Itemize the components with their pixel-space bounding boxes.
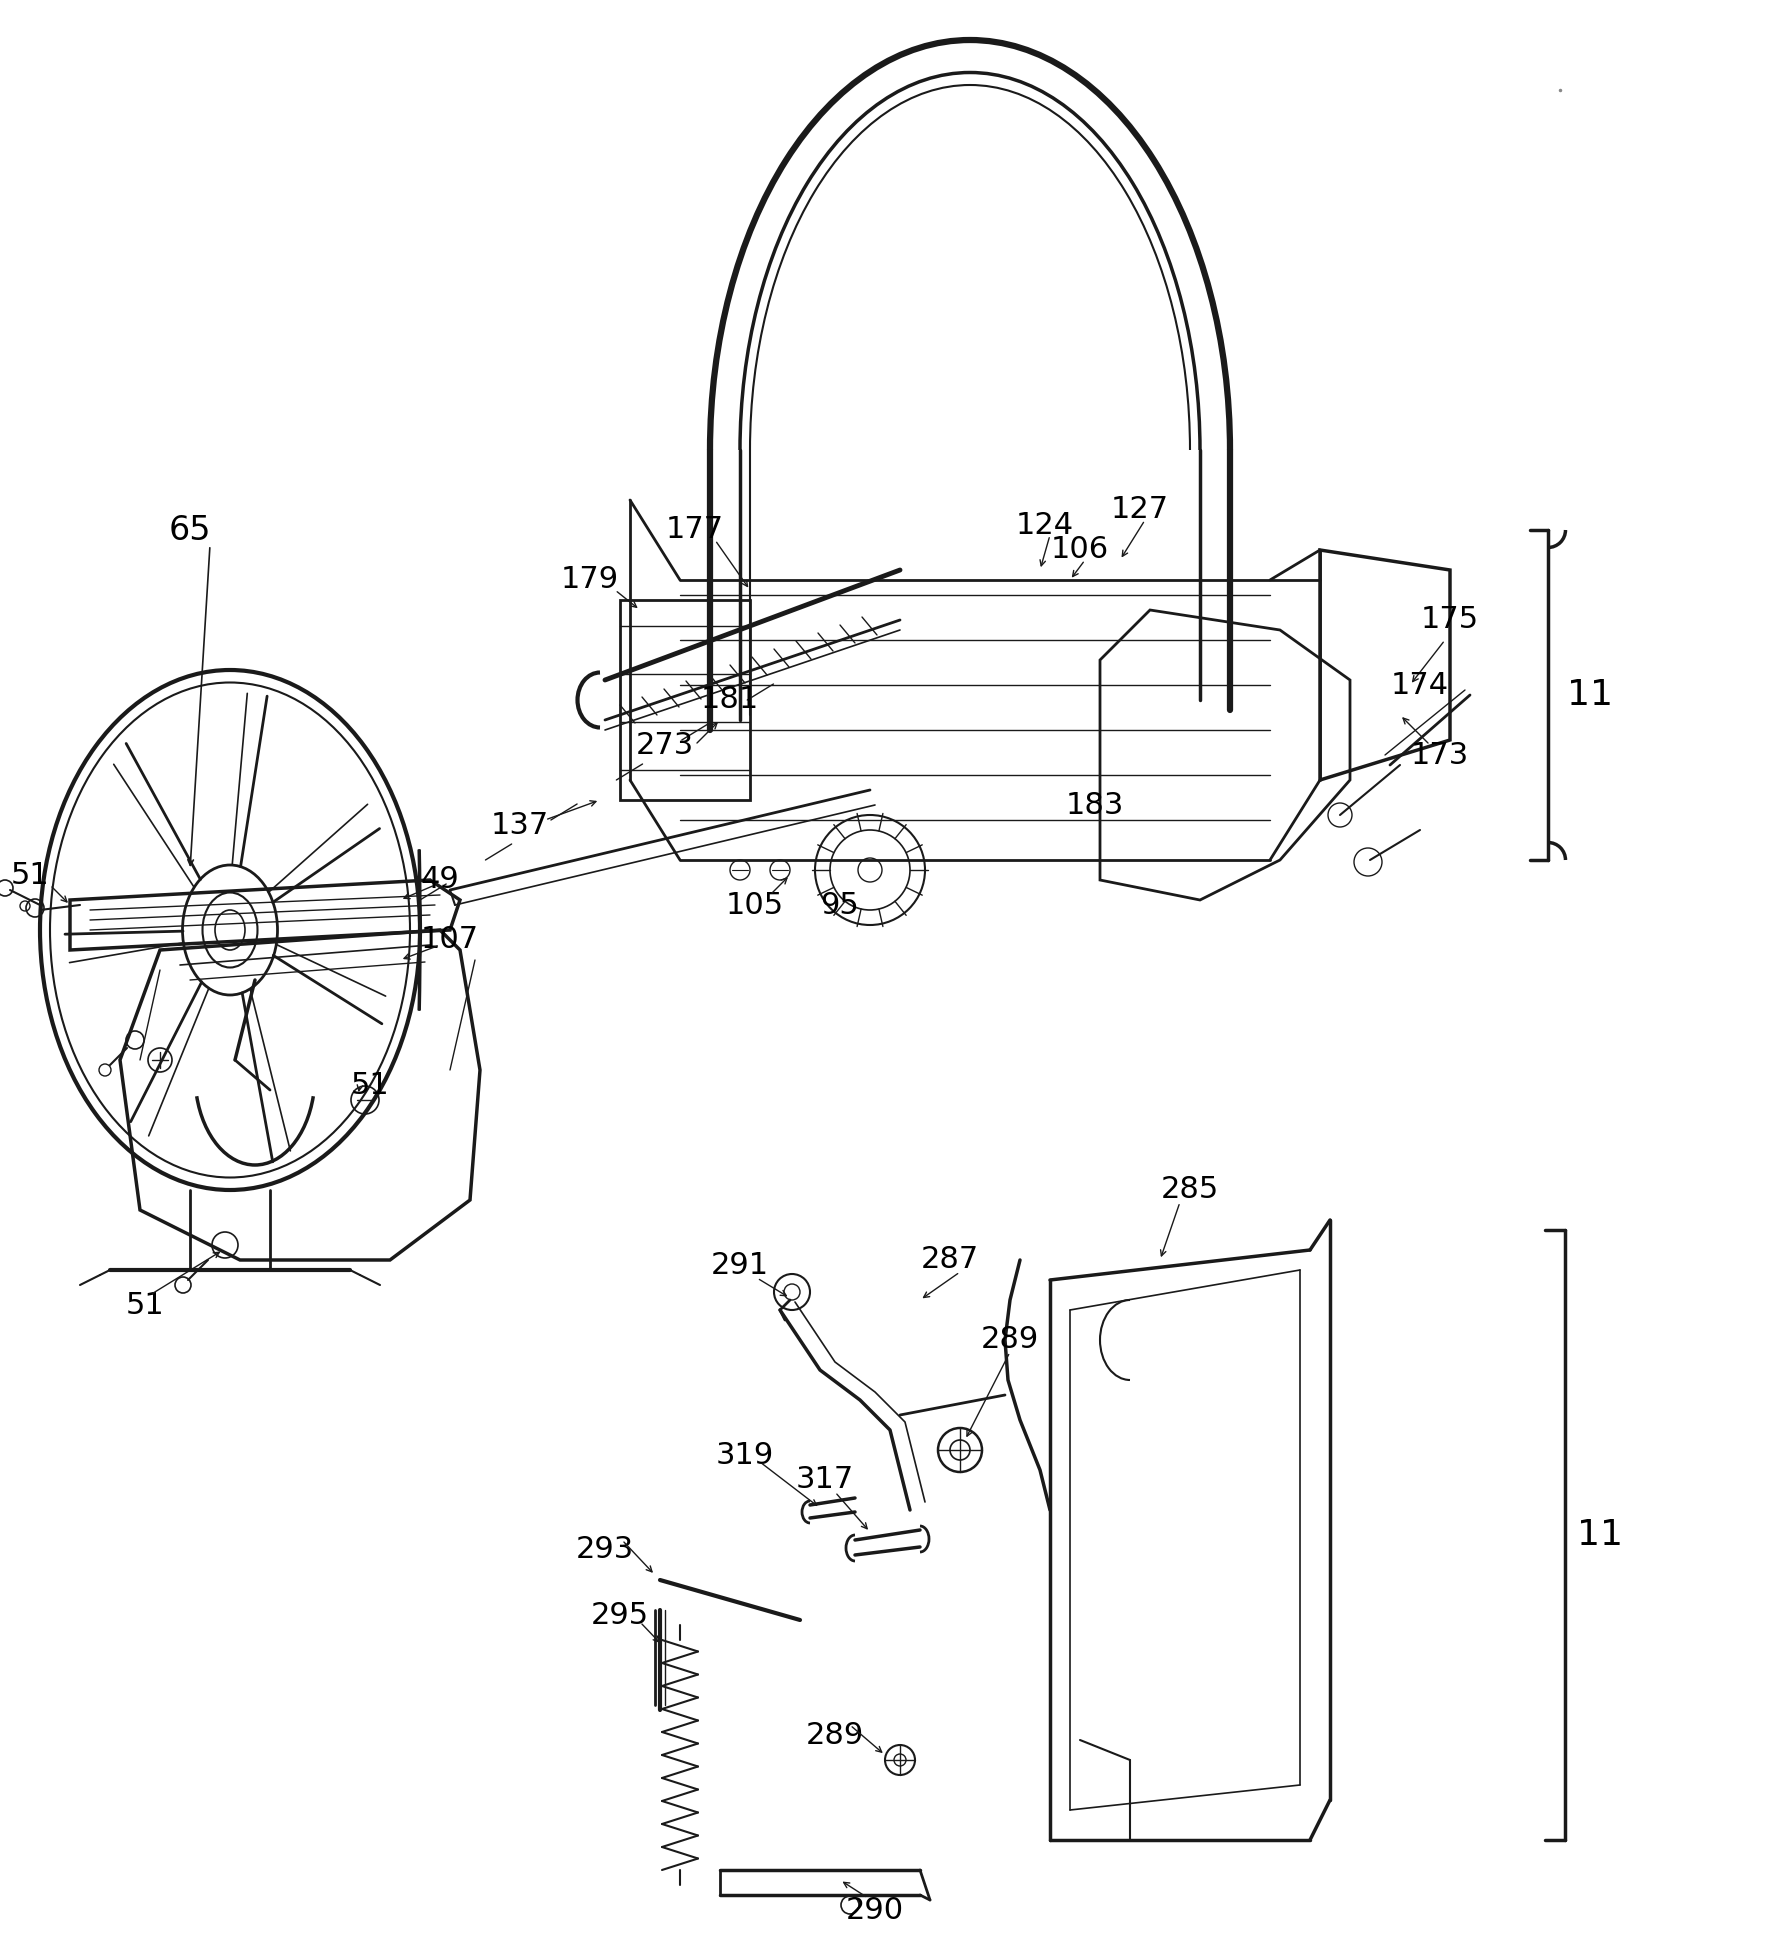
Text: 317: 317 [797, 1466, 854, 1494]
Text: 51: 51 [350, 1070, 389, 1100]
Text: 95: 95 [820, 890, 859, 919]
Text: 174: 174 [1391, 670, 1448, 700]
Text: 106: 106 [1050, 535, 1109, 564]
Text: 137: 137 [491, 811, 548, 839]
Text: 181: 181 [700, 686, 759, 715]
Text: 291: 291 [711, 1250, 770, 1280]
Text: 287: 287 [922, 1245, 979, 1274]
Text: 293: 293 [575, 1535, 634, 1564]
Text: 51: 51 [11, 860, 50, 890]
Text: 127: 127 [1111, 496, 1170, 525]
Text: 11: 11 [1566, 678, 1613, 711]
Text: 51: 51 [125, 1290, 164, 1319]
Text: 173: 173 [1411, 741, 1470, 770]
Text: 289: 289 [805, 1721, 864, 1750]
Text: 107: 107 [421, 925, 479, 955]
Text: 105: 105 [725, 890, 784, 919]
Text: 183: 183 [1066, 790, 1123, 819]
Text: 179: 179 [561, 566, 620, 594]
Text: 289: 289 [981, 1325, 1039, 1354]
Text: 295: 295 [591, 1601, 648, 1629]
Text: 177: 177 [666, 515, 723, 545]
Text: 11: 11 [1577, 1517, 1623, 1552]
Text: 124: 124 [1016, 510, 1073, 539]
Text: 175: 175 [1422, 606, 1479, 635]
Text: 49: 49 [421, 866, 459, 894]
Text: 65: 65 [168, 514, 211, 547]
Text: 285: 285 [1161, 1176, 1220, 1205]
Text: 290: 290 [847, 1895, 904, 1925]
Text: 319: 319 [716, 1441, 773, 1470]
Text: 273: 273 [636, 731, 695, 759]
